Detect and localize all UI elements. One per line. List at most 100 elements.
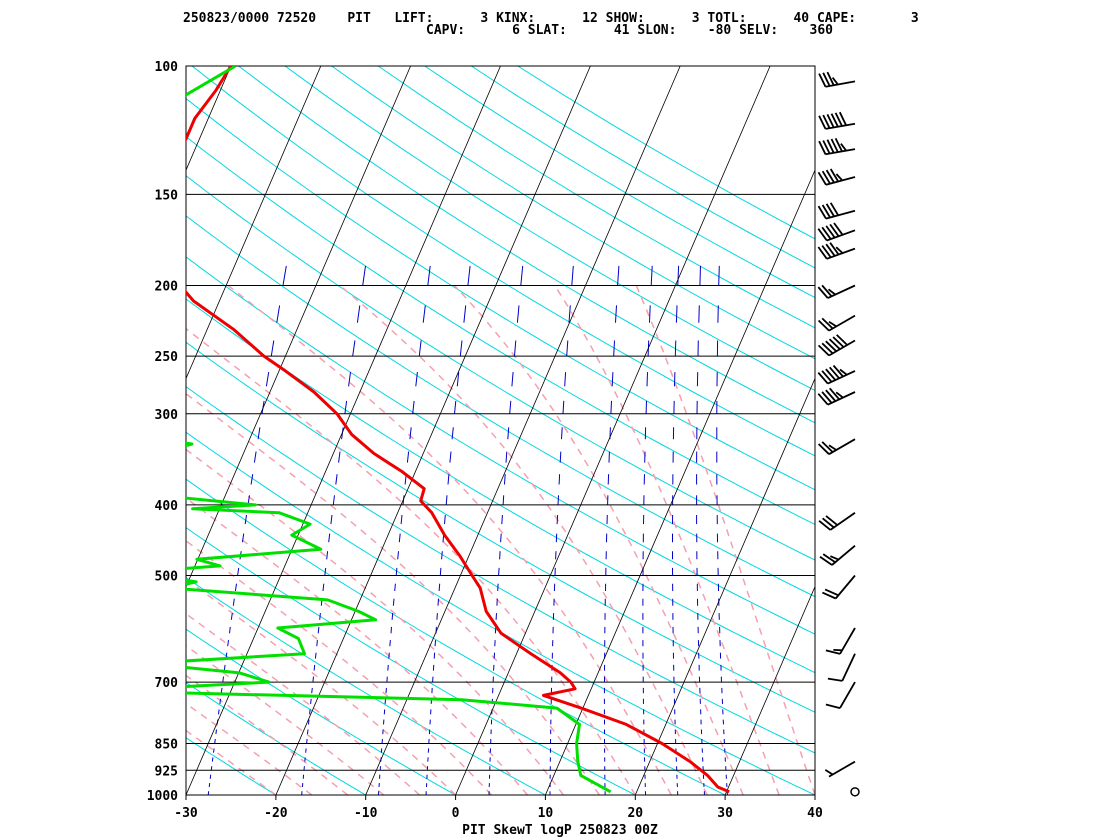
mixing-ratio-dash	[698, 305, 700, 323]
wind-barb-feather	[835, 173, 843, 182]
isotherm	[186, 66, 322, 380]
mixing-ratio-dash	[500, 533, 502, 543]
mixing-ratio-dash	[308, 719, 310, 725]
mixing-ratio-dash	[324, 567, 327, 576]
wind-barb-feather	[829, 202, 839, 216]
isotherm	[455, 66, 771, 795]
mixing-ratio-dash	[451, 427, 454, 440]
wind-barb-feather	[821, 342, 834, 355]
wind-barb-feather	[829, 366, 840, 379]
mixing-ratio-dash	[312, 676, 314, 683]
wind-barb-staff	[839, 627, 856, 655]
mixing-ratio-dash	[326, 551, 329, 560]
wind-barb-staff	[828, 339, 856, 357]
wind-barb-feather	[817, 319, 830, 332]
mixing-ratio-dash	[270, 340, 275, 357]
mixing-ratio-dash	[282, 265, 287, 286]
wind-barb-feather	[822, 517, 835, 529]
wind-barb-feather	[821, 441, 834, 453]
mixing-ratio-dash	[415, 372, 418, 387]
mixing-ratio-dash	[456, 372, 460, 387]
wind-barb-feather	[831, 77, 839, 86]
dry-adiabat	[0, 66, 28, 810]
mixing-ratio-dash	[276, 305, 281, 323]
mixing-ratio-dash	[444, 514, 446, 525]
moist-adiabat	[554, 285, 780, 795]
x-tick-label: -20	[264, 806, 288, 821]
wind-barb-feather	[826, 114, 835, 128]
wind-barb-feather	[818, 520, 831, 531]
mixing-ratio-dash	[398, 533, 401, 543]
wind-barb-feather	[817, 171, 827, 186]
wind-barb-staff	[825, 209, 856, 220]
wind-barb-feather	[821, 370, 833, 383]
wind-barb-staff	[841, 653, 856, 682]
mixing-ratio-dash	[445, 495, 448, 505]
wind-barb-staff	[839, 681, 856, 709]
moist-adiabat	[339, 284, 708, 795]
x-tick-label: -10	[354, 806, 378, 821]
wind-barb-feather	[826, 71, 835, 86]
moist-adiabat	[186, 448, 565, 795]
y-tick-label: 1000	[147, 789, 178, 804]
mixing-ratio-dash	[208, 783, 211, 788]
mixing-ratio-dash	[564, 372, 567, 387]
mixing-ratio-dash	[237, 567, 240, 576]
mixing-ratio-dash	[463, 305, 467, 323]
mixing-ratio-dash	[338, 451, 341, 463]
mixing-ratio-dash	[558, 474, 561, 485]
isotherm	[186, 66, 411, 588]
x-tick-label: -30	[174, 806, 198, 821]
isotherm	[814, 793, 815, 795]
y-tick-label: 200	[155, 280, 179, 295]
mixing-ratio-dash	[309, 709, 311, 715]
wind-barb-feather	[830, 138, 839, 153]
mixing-ratio-dash	[210, 766, 213, 771]
mixing-ratio-dash	[502, 495, 505, 505]
wind-barb-feather	[832, 336, 845, 348]
dry-adiabat	[377, 66, 815, 329]
wind-barb-feather	[832, 364, 844, 378]
wind-barb-feather	[834, 112, 843, 127]
wind-barb-feather	[818, 140, 827, 155]
moist-adiabat	[186, 612, 421, 795]
wind-barb-feather	[825, 340, 837, 352]
mixing-ratio-dash	[391, 613, 394, 620]
y-tick-label: 100	[155, 60, 179, 75]
wind-barb-staff	[831, 545, 856, 566]
wind-barb-feather	[827, 288, 836, 296]
mixing-ratio-dash	[571, 265, 574, 286]
mixing-ratio-dash	[344, 400, 348, 414]
wind-barb-feather	[817, 246, 828, 260]
wind-barb-staff	[825, 176, 856, 186]
wind-barbs	[817, 71, 860, 797]
wind-barb-feather	[824, 769, 834, 776]
mixing-ratio-dash	[505, 451, 508, 463]
y-tick-label: 700	[155, 676, 179, 691]
mixing-ratio-dash	[244, 514, 247, 525]
dry-adiabat	[471, 66, 815, 269]
mixing-ratio-dash	[646, 372, 648, 387]
y-tick-label: 500	[155, 570, 179, 585]
wind-barb-feather	[825, 703, 841, 709]
mixing-ratio-dash	[438, 583, 441, 592]
wind-barb-feather	[821, 317, 834, 330]
wind-barb-staff	[829, 511, 856, 531]
wind-barb-feather	[822, 140, 831, 154]
wind-barb-feather	[830, 555, 839, 561]
wind-barb-feather	[829, 242, 840, 256]
wind-barb-staff	[825, 80, 856, 88]
wind-barb-staff	[826, 229, 856, 242]
dry-adiabat	[186, 681, 367, 795]
mixing-ratio-dash	[335, 474, 338, 485]
wind-barb-feather	[825, 225, 836, 239]
mixing-ratio-dash	[501, 514, 503, 525]
dry-adiabat	[0, 66, 119, 810]
wind-barb-feather	[829, 387, 840, 400]
mixing-ratio-dash	[397, 551, 399, 560]
wind-barb-feather	[817, 393, 829, 406]
wind-barb-feather	[821, 284, 833, 297]
mixing-ratio-dash	[394, 583, 396, 592]
